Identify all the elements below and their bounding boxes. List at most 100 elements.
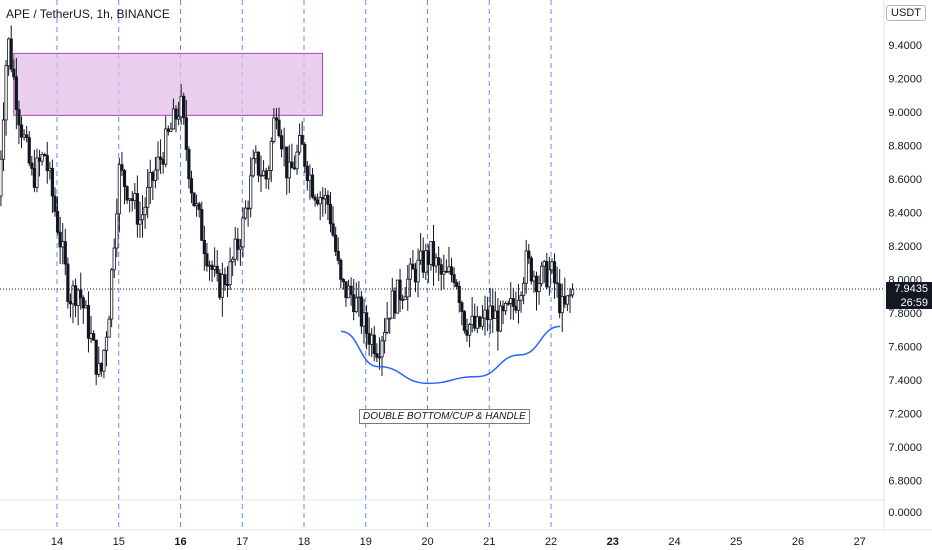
candle-down <box>225 284 230 287</box>
candle-down <box>25 134 29 138</box>
candle-down <box>50 167 55 197</box>
candle-down <box>215 265 219 274</box>
candle-down <box>411 263 415 270</box>
candle-down <box>367 333 371 345</box>
candle-up <box>346 285 351 299</box>
candle-down <box>45 155 49 172</box>
candle-up <box>176 116 181 120</box>
y-tick-label: 9.0000 <box>888 107 922 119</box>
candle-up <box>493 310 497 319</box>
candle-down <box>313 196 317 201</box>
candle-up <box>231 258 235 263</box>
last-price-label: 7.9435 26:59 <box>886 282 932 309</box>
candle-down <box>552 261 557 284</box>
candle-down <box>449 266 454 275</box>
y-tick-label: 8.2000 <box>888 241 922 253</box>
candle-down <box>336 251 340 261</box>
candle-down <box>563 295 567 305</box>
resistance-zone[interactable] <box>13 52 324 116</box>
candle-up <box>254 151 258 159</box>
candle-up <box>241 217 245 248</box>
candle-up <box>308 174 312 182</box>
candle-down <box>460 302 464 312</box>
candle-down <box>310 174 315 198</box>
candle-up <box>467 324 472 336</box>
candle-down <box>496 310 500 332</box>
candle-down <box>200 209 204 241</box>
candle-up <box>504 302 508 312</box>
candle-up <box>298 135 302 153</box>
candle-down <box>125 186 129 201</box>
candle-down <box>457 286 461 304</box>
candle-up <box>267 170 271 180</box>
candle-down <box>189 178 194 194</box>
candle-up <box>233 238 237 260</box>
cup-curve[interactable] <box>340 325 561 385</box>
candle-down <box>352 294 356 312</box>
candle-down <box>130 198 134 202</box>
candle-up <box>434 257 438 267</box>
candle-down <box>375 353 379 358</box>
candle-up <box>419 250 423 261</box>
candle-down <box>264 170 268 180</box>
candle-down <box>279 135 284 150</box>
candle-down <box>37 157 42 162</box>
candle-down <box>79 289 83 299</box>
candle-down <box>555 282 559 285</box>
candle-up <box>516 299 521 311</box>
candle-down <box>81 297 85 309</box>
currency-label[interactable]: USDT <box>886 5 926 21</box>
y-tick-label: 8.6000 <box>888 174 922 186</box>
candle-down <box>151 172 155 181</box>
candle-down <box>326 194 330 205</box>
candle-down <box>439 264 443 275</box>
candle-down <box>545 261 549 288</box>
candle-down <box>43 154 47 156</box>
candle-up <box>220 274 224 298</box>
y-tick-label: 8.4000 <box>888 208 922 220</box>
candle-down <box>53 195 57 212</box>
candle-up <box>442 270 446 275</box>
candle-down <box>236 238 240 250</box>
candle-down <box>55 211 60 233</box>
candle-up <box>429 241 433 265</box>
candle-up <box>540 265 544 284</box>
candle-down <box>511 298 515 307</box>
y-tick-label: 0.0000 <box>888 507 922 519</box>
candle-up <box>171 108 176 130</box>
candle-up <box>537 283 541 292</box>
y-tick-label: 7.6000 <box>888 342 922 354</box>
candle-down <box>274 117 279 121</box>
y-tick-label: 8.8000 <box>888 141 922 153</box>
candle-up <box>406 278 410 298</box>
candle-up <box>401 299 405 302</box>
candle-down <box>372 334 376 355</box>
candle-down <box>210 264 214 270</box>
candle-up <box>138 219 142 225</box>
candle-up <box>318 197 322 205</box>
candle-up <box>7 38 11 67</box>
y-tick-label: 7.4000 <box>888 375 922 387</box>
pattern-annotation[interactable]: DOUBLE BOTTOM/CUP & HANDLE <box>359 409 530 424</box>
candle-down <box>344 281 348 299</box>
candle-down <box>58 231 62 248</box>
countdown-timer: 26:59 <box>900 297 928 309</box>
y-tick-label: 7.2000 <box>888 409 922 421</box>
x-tick-label: 26 <box>792 536 804 548</box>
candle-up <box>354 297 358 312</box>
y-tick-label: 9.4000 <box>888 40 922 52</box>
candle-up <box>272 117 276 143</box>
candle-down <box>122 170 127 187</box>
candle-up <box>370 334 374 345</box>
x-tick-label: 21 <box>483 536 495 548</box>
candle-down <box>426 250 430 265</box>
candle-down <box>285 146 289 179</box>
candle-down <box>364 312 369 334</box>
candle-down <box>14 76 18 111</box>
candle-down <box>92 333 96 341</box>
candle-down <box>452 274 456 283</box>
candle-up <box>107 318 111 338</box>
candle-up <box>362 312 366 327</box>
